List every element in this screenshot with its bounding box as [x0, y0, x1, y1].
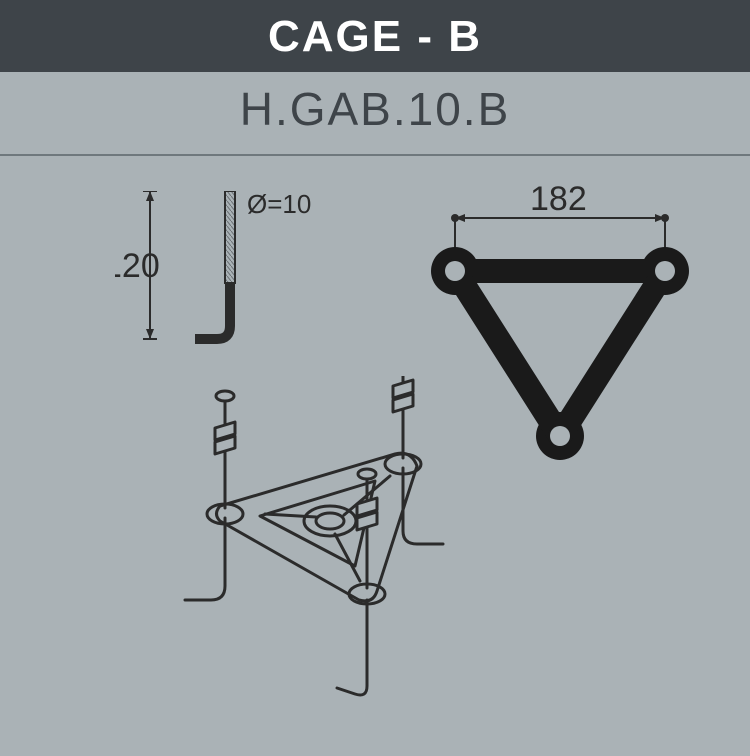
diameter-label: Ø=10 — [247, 191, 311, 219]
anchor-bolt-1-icon — [185, 391, 235, 600]
anchor-bolt-3-icon — [337, 469, 377, 695]
model-code-bar: H.GAB.10.B — [0, 72, 750, 156]
anchor-bolt-diagram: 120 Ø=10 — [115, 191, 335, 391]
height-dimension-label: 120 — [115, 247, 160, 285]
isometric-assembly-diagram — [165, 376, 505, 716]
product-title: CAGE - B — [0, 12, 750, 62]
model-code: H.GAB.10.B — [0, 82, 750, 136]
diagram-area: 120 Ø=10 182 — [0, 156, 750, 756]
width-dimension-label: 182 — [530, 180, 587, 218]
title-bar: CAGE - B — [0, 0, 750, 72]
